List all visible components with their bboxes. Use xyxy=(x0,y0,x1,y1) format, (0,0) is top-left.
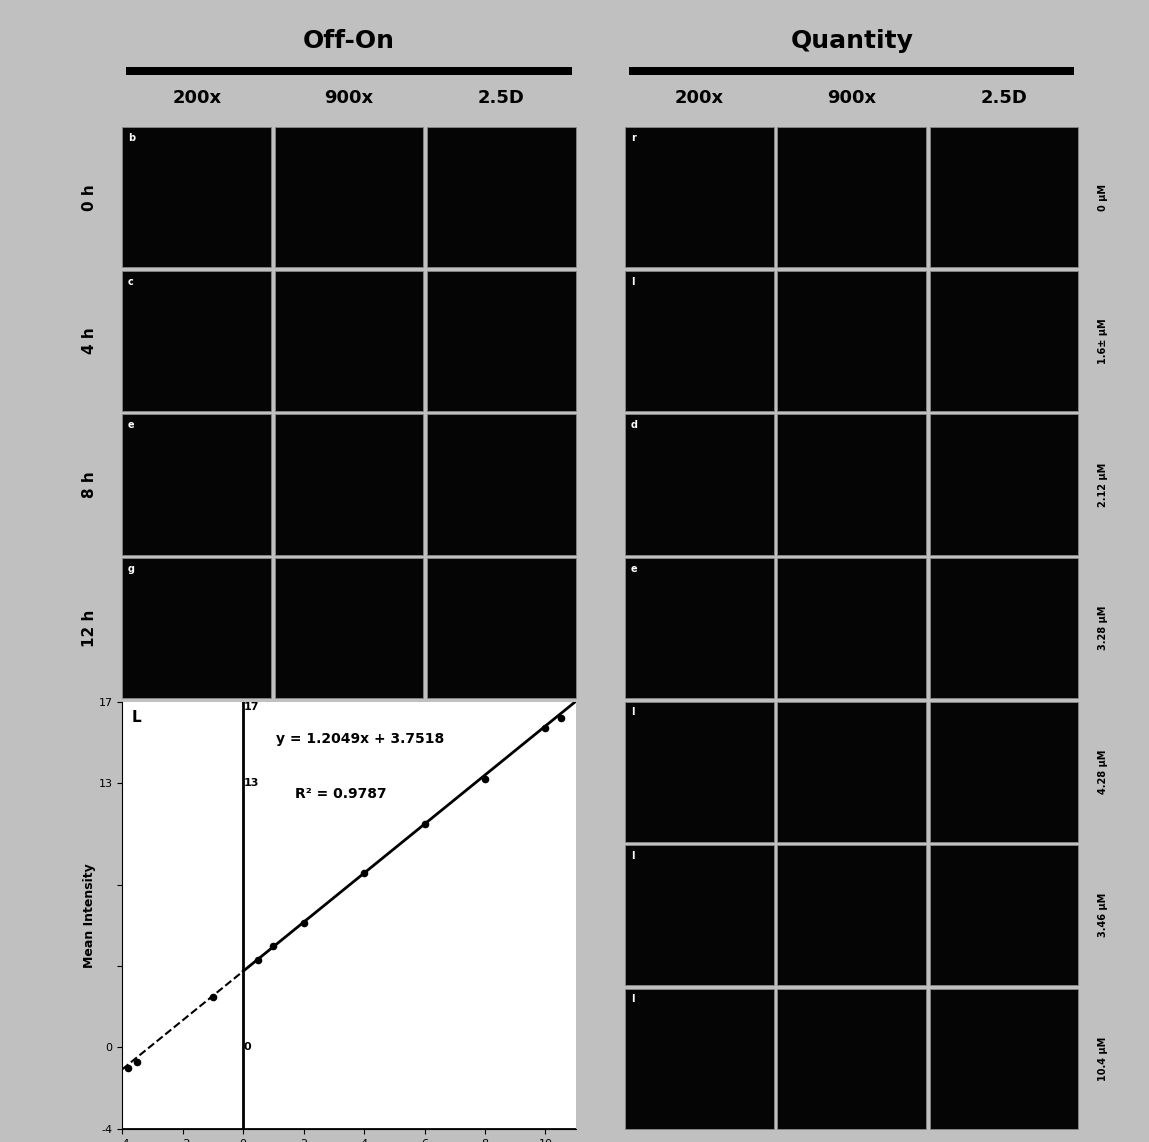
Point xyxy=(129,1053,147,1071)
Text: 3.46 μM: 3.46 μM xyxy=(1098,893,1108,938)
Text: 2.5D: 2.5D xyxy=(980,89,1027,107)
Text: 4 h: 4 h xyxy=(82,328,97,354)
Text: c: c xyxy=(129,276,134,287)
Point xyxy=(355,863,373,882)
Text: 8 h: 8 h xyxy=(82,472,97,498)
Text: 3.28 μM: 3.28 μM xyxy=(1098,606,1108,650)
Text: Quantity: Quantity xyxy=(791,29,913,53)
Text: 900x: 900x xyxy=(324,89,373,107)
Text: 13: 13 xyxy=(244,778,259,788)
Text: y = 1.2049x + 3.7518: y = 1.2049x + 3.7518 xyxy=(277,732,445,746)
Y-axis label: Mean Intensity: Mean Intensity xyxy=(83,863,95,967)
Text: l: l xyxy=(631,276,634,287)
Text: l: l xyxy=(631,995,634,1005)
Text: d: d xyxy=(631,420,638,431)
Text: 0 h: 0 h xyxy=(82,184,97,211)
Point xyxy=(537,719,555,738)
Text: 200x: 200x xyxy=(172,89,222,107)
Text: l: l xyxy=(631,707,634,717)
Text: l: l xyxy=(631,851,634,861)
Text: e: e xyxy=(129,420,134,431)
Text: R² = 0.9787: R² = 0.9787 xyxy=(294,787,386,801)
Text: 4.28 μM: 4.28 μM xyxy=(1098,749,1108,794)
Point xyxy=(119,1059,138,1077)
Text: 900x: 900x xyxy=(827,89,877,107)
Text: 0 μM: 0 μM xyxy=(1098,184,1108,211)
Text: Off-On: Off-On xyxy=(303,29,395,53)
Point xyxy=(264,936,283,955)
Text: 1.6± μM: 1.6± μM xyxy=(1098,319,1108,364)
Point xyxy=(249,951,268,970)
Text: 200x: 200x xyxy=(674,89,724,107)
Point xyxy=(415,814,433,833)
Text: 0: 0 xyxy=(244,1043,250,1053)
Text: 10.4 μM: 10.4 μM xyxy=(1098,1037,1108,1081)
Text: 2.12 μM: 2.12 μM xyxy=(1098,463,1108,507)
Text: e: e xyxy=(631,564,638,573)
Point xyxy=(476,770,494,788)
Text: L: L xyxy=(131,710,141,725)
Text: b: b xyxy=(129,134,136,143)
Text: g: g xyxy=(129,564,136,573)
Point xyxy=(552,709,570,727)
Text: 17: 17 xyxy=(244,701,259,711)
Text: 2.5D: 2.5D xyxy=(478,89,525,107)
Text: 12 h: 12 h xyxy=(82,610,97,646)
Point xyxy=(294,915,313,933)
Text: r: r xyxy=(631,134,635,143)
Point xyxy=(203,988,222,1006)
